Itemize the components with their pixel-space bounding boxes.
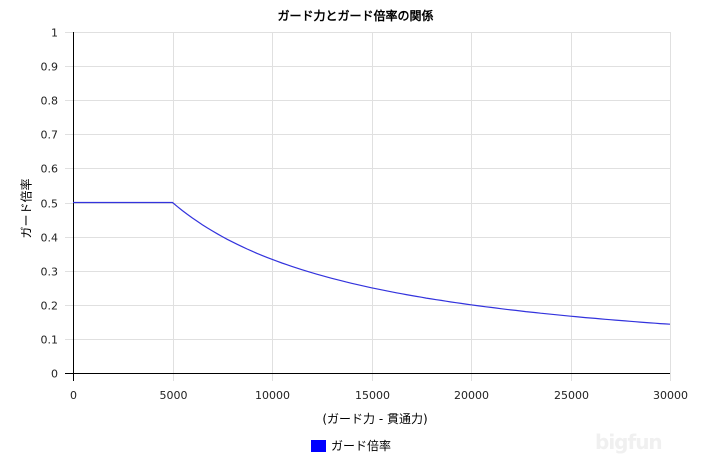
y-tick-label: 1 bbox=[51, 27, 58, 40]
axes bbox=[65, 32, 670, 381]
x-tick-label: 20000 bbox=[454, 389, 489, 402]
x-axis-label: (ガード力 - 貫通力) bbox=[322, 412, 428, 426]
x-tick-label: 30000 bbox=[653, 389, 688, 402]
y-tick-label: 0.2 bbox=[41, 300, 59, 313]
y-tick-label: 0 bbox=[51, 368, 58, 381]
y-tick-label: 0.5 bbox=[41, 198, 59, 211]
y-tick-label: 0.1 bbox=[41, 334, 59, 347]
gridlines bbox=[65, 32, 671, 381]
x-tick-label: 15000 bbox=[355, 389, 390, 402]
y-tick-label: 0.6 bbox=[41, 163, 59, 176]
tick-labels: 0 0.1 0.2 0.3 0.4 0.5 0.6 0.7 0.8 0.9 1 0 5000 10000 1… bbox=[41, 27, 689, 403]
x-tick-label: 10000 bbox=[255, 389, 290, 402]
x-tick-label: 25000 bbox=[554, 389, 589, 402]
x-tick-label: 0 bbox=[70, 389, 77, 402]
y-tick-label: 0.3 bbox=[41, 266, 59, 279]
y-tick-label: 0.8 bbox=[41, 95, 59, 108]
legend-swatch-icon bbox=[311, 439, 326, 452]
series-line-guard-rate bbox=[73, 201, 671, 325]
x-tick-label: 5000 bbox=[160, 389, 188, 402]
bigfun-watermark-logo: bigfun bbox=[595, 430, 663, 454]
y-tick-label: 0.9 bbox=[41, 61, 59, 74]
legend: ガード倍率 bbox=[311, 437, 391, 454]
y-axis-label: ガード倍率 bbox=[19, 178, 34, 239]
y-tick-label: 0.7 bbox=[41, 129, 59, 142]
legend-label: ガード倍率 bbox=[331, 439, 392, 453]
chart-title: ガード力とガード倍率の関係 bbox=[277, 9, 434, 23]
y-tick-label: 0.4 bbox=[41, 232, 59, 245]
